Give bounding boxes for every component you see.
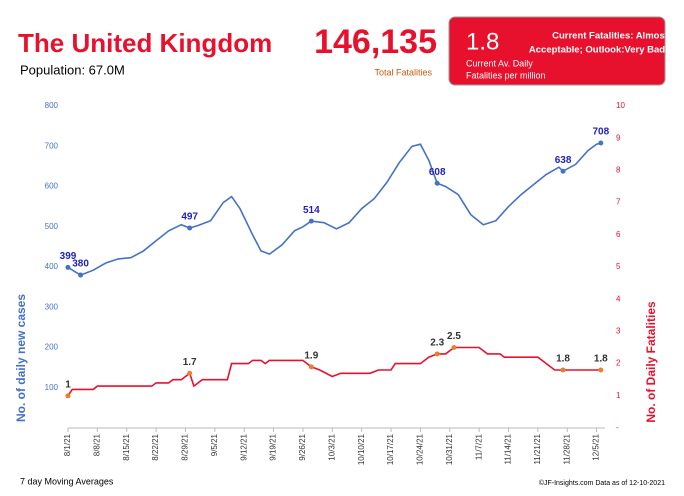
footer-note: 7 day Moving Averages [20, 476, 114, 486]
point-label: 1 [65, 379, 71, 390]
x-tick-label: 9/19/21 [269, 433, 278, 460]
point-label: 1.7 [183, 357, 197, 368]
y2-tick-label: 3 [616, 327, 621, 336]
y-tick-label: 400 [45, 262, 59, 271]
point-label: 2.5 [447, 331, 461, 342]
point-label: 514 [303, 205, 320, 216]
point-marker [598, 140, 604, 146]
y-tick-label: 700 [45, 141, 59, 150]
series-line [67, 142, 602, 276]
y2-axis-label: No. of Daily Fatalities [644, 301, 658, 423]
point-label: 708 [592, 127, 609, 138]
series-line [67, 346, 601, 397]
point-label: 2.3 [430, 338, 444, 349]
point-label: 1.9 [304, 350, 318, 361]
x-tick-label: 9/5/21 [210, 433, 219, 456]
x-tick-label: 10/10/21 [357, 433, 366, 465]
y-tick-label: 800 [45, 101, 59, 110]
x-tick-label: 11/7/21 [474, 433, 483, 460]
total-fatalities: 146,135 [314, 23, 437, 61]
y-tick-label: 500 [45, 222, 59, 231]
y2-tick-label: 9 [616, 133, 621, 142]
x-tick-label: 8/22/21 [151, 433, 160, 460]
x-tick-label: 8/1/21 [63, 433, 72, 456]
x-tick-label: 8/15/21 [122, 433, 131, 460]
population: Population: 67.0M [20, 62, 125, 77]
x-tick-label: 12/5/21 [592, 433, 601, 460]
y2-tick-label: 7 [616, 198, 621, 207]
x-tick-label: 9/26/21 [298, 433, 307, 460]
box-value: 1.8 [466, 28, 499, 55]
point-marker [598, 367, 604, 373]
y2-tick-label: 5 [616, 262, 621, 271]
status-box [448, 16, 666, 86]
point-label: 497 [181, 212, 198, 223]
point-label: 638 [555, 155, 572, 166]
box-status: Current Fatalities: Almost [552, 31, 669, 42]
y2-tick-label: 1 [616, 391, 621, 400]
point-label: 399 [60, 251, 77, 262]
y-axis-label: No. of daily new cases [14, 294, 28, 422]
y2-tick-label: 4 [616, 294, 621, 303]
y-tick-label: 100 [45, 383, 59, 392]
box-status: Acceptable; Outlook:Very Bad [529, 45, 665, 56]
x-tick-label: 10/3/21 [327, 433, 336, 460]
x-tick-label: 11/21/21 [533, 433, 542, 464]
point-marker [65, 393, 71, 399]
x-tick-label: 9/12/21 [239, 433, 248, 460]
box-label: Fatalities per million [466, 70, 546, 80]
x-tick-label: 8/8/21 [92, 433, 101, 456]
point-label: 380 [72, 259, 89, 270]
point-marker [434, 180, 440, 186]
point-marker [308, 364, 314, 370]
x-tick-label: 10/24/21 [416, 433, 425, 465]
x-tick-label: 10/31/21 [445, 433, 454, 465]
y2-tick-label: 6 [616, 230, 621, 239]
point-marker [187, 225, 193, 231]
point-marker [187, 370, 193, 376]
x-tick-label: 11/28/21 [562, 433, 571, 464]
point-marker [78, 272, 84, 278]
point-marker [65, 264, 71, 270]
x-tick-label: 8/29/21 [181, 433, 190, 460]
footer-credit: ©JF-Insights.com Data as of 12-10-2021 [539, 479, 665, 487]
point-marker [560, 168, 566, 174]
point-label: 608 [429, 167, 446, 178]
total-label: Total Fatalities [374, 67, 432, 77]
y-tick-label: 600 [45, 182, 59, 191]
x-tick-label: 11/14/21 [504, 433, 513, 464]
page-title: The United Kingdom [18, 28, 272, 58]
point-marker [560, 367, 566, 373]
point-marker [308, 218, 314, 224]
point-label: 1.8 [556, 354, 570, 365]
y2-tick-label: 10 [616, 101, 625, 110]
y2-tick-label: - [616, 423, 619, 432]
point-label: 1.8 [594, 354, 608, 365]
point-marker [451, 345, 457, 350]
y-tick-label: 300 [45, 302, 59, 311]
x-tick-label: 10/17/21 [386, 433, 395, 465]
y2-tick-label: 8 [616, 166, 621, 175]
point-marker [434, 351, 440, 357]
box-label: Current Av. Daily [466, 58, 533, 68]
y-tick-label: 200 [45, 343, 59, 352]
y2-tick-label: 2 [616, 359, 621, 368]
